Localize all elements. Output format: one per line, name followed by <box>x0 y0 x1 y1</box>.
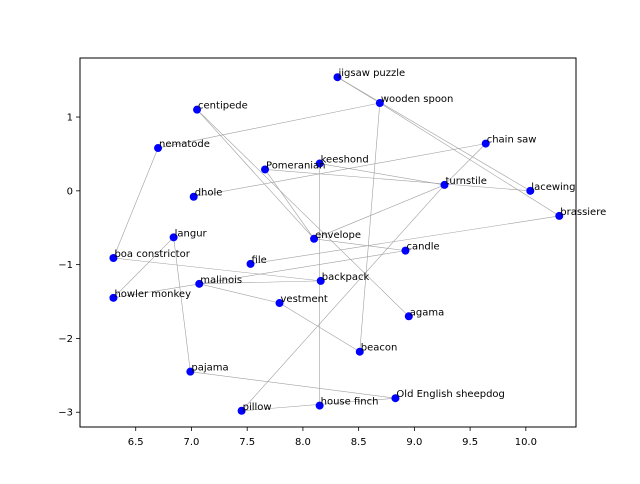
x-tick-label: 9.0 <box>406 437 422 448</box>
x-tick-label: 7.5 <box>239 437 255 448</box>
point-label-pajama: pajama <box>191 363 228 374</box>
point-label-nematode: nematode <box>159 139 210 150</box>
point-label-turnstile: turnstile <box>445 176 486 187</box>
edge-jigsaw-puzzle-to-wooden-spoon <box>337 76 380 104</box>
point-brassiere <box>555 211 564 220</box>
point-label-chain-saw: chain saw <box>487 135 537 146</box>
x-tick-label: 6.5 <box>128 437 144 448</box>
point-turnstile <box>440 180 449 189</box>
edge-centipede-to-agama <box>196 109 410 317</box>
point-house-finch <box>315 401 324 410</box>
point-howler-monkey <box>109 293 118 302</box>
point-envelope <box>310 234 319 243</box>
point-label-backpack: backpack <box>322 272 370 283</box>
edge-pomeranian-to-lacewing <box>265 169 531 192</box>
point-backpack <box>316 276 325 285</box>
x-tick-label: 8.0 <box>295 437 311 448</box>
y-tick-label: 1 <box>67 113 73 124</box>
points-layer <box>109 73 564 415</box>
edge-howler-monkey-to-candle <box>113 250 406 299</box>
edge-envelope-to-candle <box>314 238 406 251</box>
y-tick-label: −1 <box>58 260 73 271</box>
point-label-file: file <box>252 255 267 266</box>
point-label-centipede: centipede <box>198 101 248 112</box>
point-jigsaw-puzzle <box>333 73 342 82</box>
labels-layer: jigsaw puzzle wooden spoon centipede nemato… <box>114 68 606 413</box>
edge-pomeranian-to-envelope <box>264 169 315 239</box>
point-label-envelope: envelope <box>315 230 361 241</box>
edge-chain-saw-to-turnstile <box>444 143 486 186</box>
plot-frame <box>79 57 577 428</box>
x-tick-label: 9.5 <box>462 437 478 448</box>
point-label-pillow: pillow <box>243 402 272 413</box>
point-label-beacon: beacon <box>361 343 398 354</box>
edge-pajama-to-old-english-sheepdog <box>190 371 396 399</box>
edge-keeshond-to-turnstile <box>319 163 445 186</box>
point-lacewing <box>526 186 535 195</box>
edge-centipede-to-envelope <box>196 109 315 240</box>
point-vestment <box>275 299 284 308</box>
point-candle <box>401 246 410 255</box>
point-label-malinois: malinois <box>200 275 242 286</box>
point-label-brassiere: brassiere <box>560 207 606 218</box>
point-label-agama: agama <box>410 307 444 318</box>
edge-wooden-spoon-to-beacon <box>359 102 381 352</box>
point-label-boa-constrictor: boa constrictor <box>114 249 190 260</box>
point-langur <box>169 233 178 242</box>
point-label-dhole: dhole <box>195 188 223 199</box>
point-label-pomeranian: Pomeranian <box>266 160 326 171</box>
point-label-keeshond: keeshond <box>321 155 369 166</box>
edge-vestment-to-beacon <box>279 302 360 352</box>
y-tick-label: −3 <box>58 408 73 419</box>
point-label-candle: candle <box>406 242 439 253</box>
x-tick-label: 7.0 <box>184 437 200 448</box>
edge-nematode-to-boa-constrictor <box>113 147 159 259</box>
point-label-vestment: vestment <box>281 294 328 305</box>
edge-langur-to-pajama <box>173 237 191 372</box>
point-keeshond <box>315 159 324 168</box>
edge-turnstile-to-envelope <box>313 184 445 240</box>
edge-wooden-spoon-to-nematode <box>157 102 380 149</box>
point-dhole <box>189 192 198 201</box>
edge-langur-to-howler-monkey <box>113 237 174 299</box>
point-agama <box>404 312 413 321</box>
point-label-wooden-spoon: wooden spoon <box>381 94 454 105</box>
point-beacon <box>355 347 364 356</box>
y-tick-label: 0 <box>67 186 73 197</box>
x-axis: 6.5 7.0 7.5 8.0 8.5 9.0 9.5 10.0 <box>128 427 537 448</box>
point-nematode <box>154 144 163 153</box>
edge-jigsaw-puzzle-to-lacewing <box>337 76 531 192</box>
edge-boa-constrictor-to-backpack <box>113 257 321 282</box>
point-pillow <box>237 406 246 415</box>
y-axis: −3 −2 −1 0 1 <box>58 113 80 419</box>
point-pomeranian <box>261 165 270 174</box>
point-boa-constrictor <box>109 253 118 262</box>
point-malinois <box>195 279 204 288</box>
point-label-house-finch: house finch <box>321 397 379 408</box>
point-label-langur: langur <box>175 228 208 239</box>
edge-file-to-brassiere <box>250 215 560 265</box>
edge-turnstile-to-pillow <box>241 184 445 411</box>
edge-chain-saw-to-dhole <box>193 143 486 198</box>
point-old-english-sheepdog <box>391 394 400 403</box>
edge-malinois-to-backpack <box>199 280 321 285</box>
x-tick-label: 8.5 <box>351 437 367 448</box>
point-label-jigsaw-puzzle: jigsaw puzzle <box>337 68 405 79</box>
edge-malinois-to-vestment <box>199 283 280 304</box>
point-label-howler-monkey: howler monkey <box>114 289 191 300</box>
point-label-old-english-sheepdog: Old English sheepdog <box>396 389 504 400</box>
point-chain-saw <box>481 139 490 148</box>
point-wooden-spoon <box>375 99 384 108</box>
x-tick-label: 10.0 <box>515 437 537 448</box>
point-file <box>246 259 255 268</box>
y-tick-label: −2 <box>58 334 73 345</box>
point-label-lacewing: lacewing <box>531 182 575 193</box>
point-centipede <box>193 105 202 114</box>
point-pajama <box>186 367 195 376</box>
